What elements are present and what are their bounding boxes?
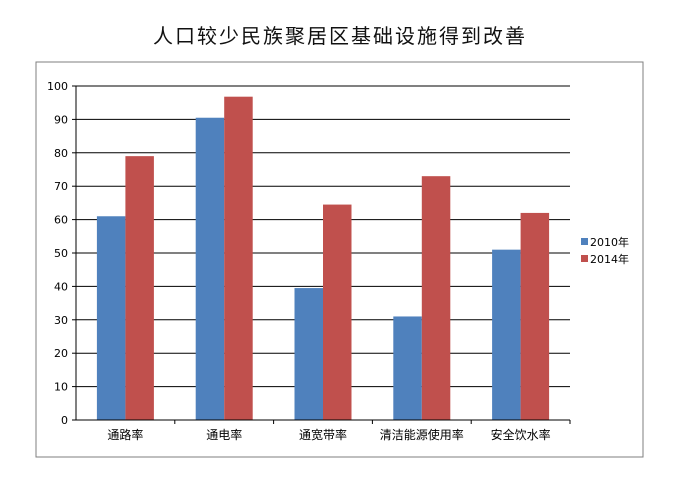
y-tick-label: 30 [54, 314, 68, 327]
x-category-label: 安全饮水率 [491, 427, 551, 442]
y-axis-ticks: 0 10 20 30 40 50 60 70 80 90 100 [47, 80, 76, 427]
y-tick-label: 50 [54, 247, 68, 260]
bar-series-1 [393, 316, 422, 420]
bar-series-2 [125, 156, 154, 420]
y-tick-label: 70 [54, 180, 68, 193]
y-tick-label: 40 [54, 280, 68, 293]
bar-series-1 [492, 249, 521, 420]
y-tick-label: 0 [61, 414, 68, 427]
bar-series-1 [195, 117, 225, 420]
x-category-label: 通电率 [206, 427, 242, 442]
legend-label: 2014年 [590, 252, 629, 266]
bar-series-2 [224, 96, 253, 421]
y-tick-label: 60 [54, 214, 68, 227]
bar-series-2 [520, 212, 550, 420]
legend-swatch [581, 255, 588, 262]
y-tick-label: 100 [47, 80, 68, 93]
bar-series-1 [294, 288, 323, 420]
bar-series-1 [96, 216, 126, 420]
legend-swatch [581, 238, 588, 245]
bars [96, 96, 550, 421]
x-axis-labels: 通路率 通电率 通宽带率 清洁能源使用率 安全饮水率 [107, 420, 571, 442]
legend-label: 2010年 [590, 235, 629, 249]
y-tick-label: 80 [54, 147, 68, 160]
x-category-label: 通宽带率 [299, 427, 347, 442]
chart-title: 人口较少民族聚居区基础设施得到改善 [153, 24, 527, 48]
bar-series-2 [323, 204, 352, 420]
y-tick-label: 90 [54, 113, 68, 126]
legend: 2010年 2014年 [581, 235, 629, 266]
y-tick-label: 10 [54, 381, 68, 394]
y-tick-label: 20 [54, 347, 68, 360]
x-category-label: 通路率 [107, 427, 143, 442]
x-category-label: 清洁能源使用率 [380, 427, 464, 442]
bar-series-2 [421, 176, 451, 420]
